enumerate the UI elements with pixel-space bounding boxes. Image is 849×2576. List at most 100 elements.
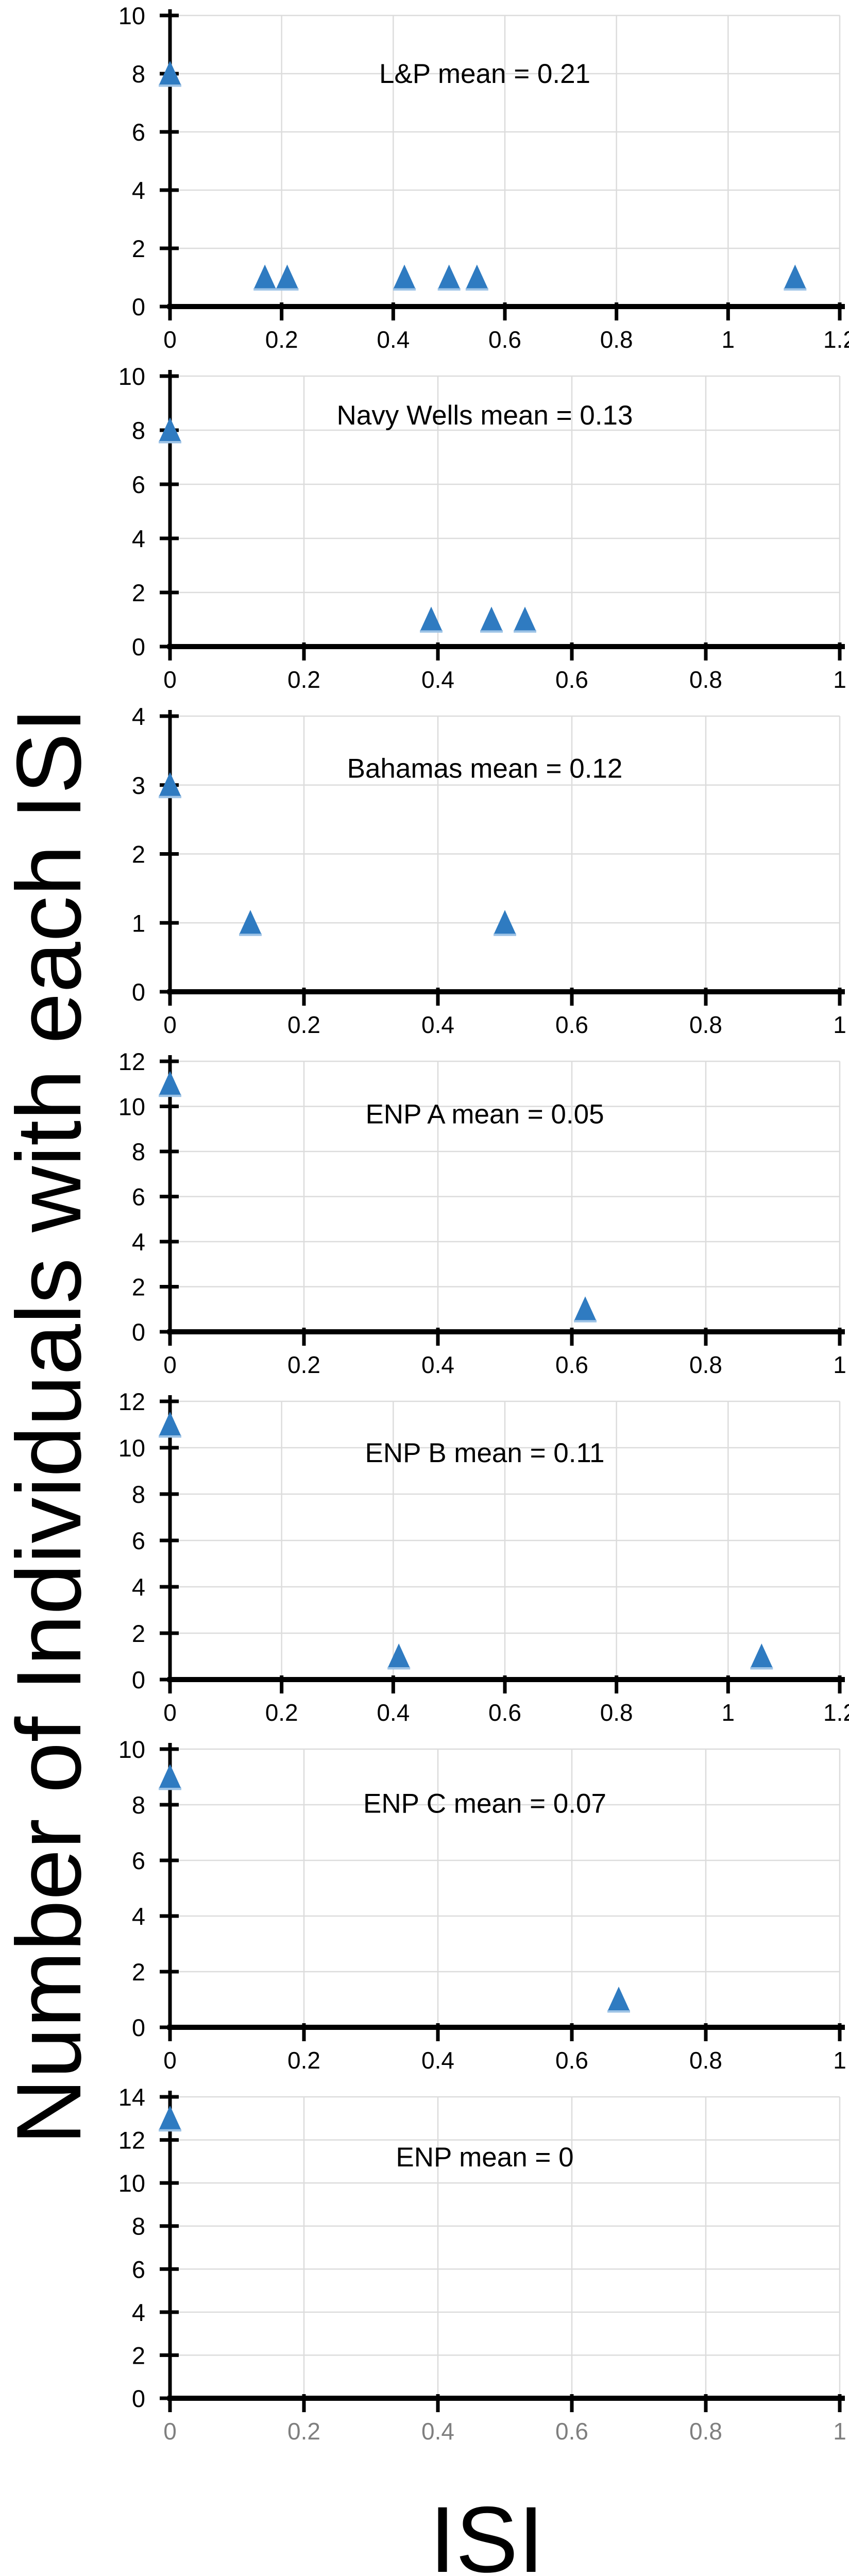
y-tick-label: 4 [132, 1903, 145, 1930]
x-tick-label: 0 [163, 1011, 177, 1038]
chart-block-enp-a: 0 2 4 6 8 10 12 0 0.2 0.4 0.6 0.8 1 ENP A mean = 0.05 [77, 1046, 849, 1386]
y-tick-label: 6 [132, 118, 145, 146]
triangle-marker [784, 264, 806, 289]
x-tick-label: 0.4 [421, 2047, 454, 2074]
chart-block-bahamas: 0 1 2 3 4 0 0.2 0.4 0.6 0.8 1 Bahamas mean = 0.12 [77, 701, 849, 1046]
chart-title: ENP A mean = 0.05 [365, 1099, 604, 1129]
x-tick-label: 0.4 [421, 1351, 454, 1378]
y-tick-label: 6 [132, 471, 145, 498]
y-tick-label: 10 [118, 1434, 145, 1462]
y-tick-label: 8 [132, 1138, 145, 1165]
y-tick-label: 3 [132, 772, 145, 799]
x-tick-label: 0.4 [421, 2418, 454, 2445]
x-tick-label: 0.8 [689, 2047, 722, 2074]
triangle-marker [420, 606, 442, 631]
y-tick-label: 4 [132, 1573, 145, 1601]
triangle-marker [159, 61, 181, 84]
x-tick-label: 1.2 [823, 326, 849, 353]
x-tick-label: 0.8 [689, 2418, 722, 2445]
x-tick-label: 0.6 [555, 1011, 588, 1038]
chart-block-enp: 0 2 4 6 8 10 12 14 0 0.2 0.4 0.6 0.8 1 ENP mean = 0 [77, 2081, 849, 2452]
y-tick-label: 6 [132, 2256, 145, 2283]
triangle-marker [394, 264, 415, 289]
triangle-marker [254, 264, 276, 289]
x-tick-label: 0.8 [689, 1011, 722, 1038]
y-tick-label: 4 [132, 177, 145, 204]
y-tick-label: 0 [132, 293, 145, 320]
x-tick-label: 0.4 [421, 1011, 454, 1038]
x-tick-label: 0.6 [555, 2418, 588, 2445]
y-tick-label: 0 [132, 633, 145, 660]
x-tick-label: 0 [163, 1351, 177, 1378]
triangle-marker [514, 606, 536, 631]
chart-title: ENP C mean = 0.07 [363, 1788, 606, 1819]
triangle-marker [466, 264, 488, 289]
triangle-marker [388, 1643, 410, 1667]
y-tick-label: 4 [132, 1228, 145, 1256]
chart-block-navy-wells: 0 2 4 6 8 10 0 0.2 0.4 0.6 0.8 1 Navy Wells mean = 0… [77, 361, 849, 701]
y-tick-label: 2 [132, 1274, 145, 1301]
y-tick-label: 8 [132, 2213, 145, 2240]
y-tick-label: 0 [132, 2014, 145, 2041]
x-tick-label: 1 [833, 2047, 846, 2074]
triangle-marker [608, 1987, 630, 2010]
x-tick-label: 0.2 [287, 2047, 320, 2074]
chart-block-enp-b: 0 2 4 6 8 10 12 0 0.2 0.4 0.6 0.8 1 1.2 ENP B mean = 0… [77, 1386, 849, 1734]
x-tick-label: 0.4 [377, 1699, 410, 1726]
triangle-marker [159, 1764, 181, 1788]
y-tick-label: 0 [132, 1666, 145, 1693]
x-tick-label: 1 [722, 326, 735, 353]
y-tick-label: 2 [132, 1958, 145, 1986]
x-tick-label: 0.6 [555, 2047, 588, 2074]
y-tick-label: 6 [132, 1527, 145, 1554]
x-tick-label: 0 [163, 2418, 177, 2445]
chart-title: L&P mean = 0.21 [379, 59, 590, 89]
y-tick-label: 6 [132, 1847, 145, 1874]
y-tick-label: 2 [132, 235, 145, 262]
x-tick-label: 0.8 [689, 1351, 722, 1378]
y-tick-label: 2 [132, 579, 145, 606]
x-tick-label: 0.6 [488, 1699, 521, 1726]
x-tick-label: 0.6 [488, 326, 521, 353]
x-tick-label: 0.2 [287, 1011, 320, 1038]
x-tick-label: 1 [833, 1351, 846, 1378]
chart-title: ENP B mean = 0.11 [365, 1438, 604, 1468]
triangle-marker [159, 1071, 181, 1095]
chart-title: ENP mean = 0 [396, 2142, 573, 2173]
x-tick-label: 0.8 [600, 326, 633, 353]
y-tick-label: 10 [118, 2170, 145, 2197]
x-tick-label: 0 [163, 666, 177, 693]
x-tick-label: 0.2 [265, 1699, 298, 1726]
x-tick-label: 0 [163, 326, 177, 353]
triangle-marker [276, 264, 298, 289]
y-tick-label: 12 [118, 1388, 145, 1415]
y-tick-label: 10 [118, 1736, 145, 1763]
y-tick-label: 0 [132, 978, 145, 1006]
chart-title: Navy Wells mean = 0.13 [337, 400, 633, 431]
x-tick-label: 0.4 [421, 666, 454, 693]
y-tick-label: 2 [132, 841, 145, 868]
y-tick-label: 1 [132, 909, 145, 937]
x-tick-label: 0.2 [287, 2418, 320, 2445]
x-tick-label: 0.4 [377, 326, 410, 353]
triangle-marker [481, 606, 502, 631]
y-tick-label: 10 [118, 1093, 145, 1121]
triangle-marker [159, 2105, 181, 2129]
x-tick-label: 1 [833, 1011, 846, 1038]
x-tick-label: 1 [722, 1699, 735, 1726]
y-tick-label: 10 [118, 2, 145, 29]
triangle-marker [159, 772, 181, 796]
triangle-marker [494, 910, 516, 934]
triangle-marker [438, 264, 460, 289]
triangle-marker [240, 910, 261, 934]
x-tick-label: 1.2 [823, 1699, 849, 1726]
y-tick-label: 4 [132, 2299, 145, 2326]
chart-block-enp-c: 0 2 4 6 8 10 0 0.2 0.4 0.6 0.8 1 ENP C mean = 0.07 [77, 1734, 849, 2081]
x-tick-label: 0.2 [265, 326, 298, 353]
y-tick-label: 8 [132, 417, 145, 444]
x-tick-label: 0.6 [555, 1351, 588, 1378]
y-tick-label: 8 [132, 1481, 145, 1508]
y-tick-label: 14 [118, 2083, 145, 2111]
